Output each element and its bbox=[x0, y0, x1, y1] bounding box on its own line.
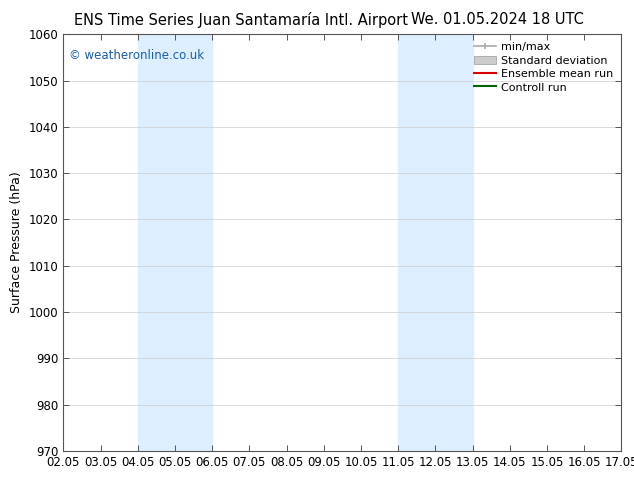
Legend: min/max, Standard deviation, Ensemble mean run, Controll run: min/max, Standard deviation, Ensemble me… bbox=[469, 38, 618, 97]
Text: ENS Time Series Juan Santamaría Intl. Airport: ENS Time Series Juan Santamaría Intl. Ai… bbox=[74, 12, 408, 28]
Text: © weatheronline.co.uk: © weatheronline.co.uk bbox=[69, 49, 204, 62]
Text: We. 01.05.2024 18 UTC: We. 01.05.2024 18 UTC bbox=[411, 12, 584, 27]
Bar bbox=[398, 34, 472, 451]
Bar bbox=[138, 34, 212, 451]
Y-axis label: Surface Pressure (hPa): Surface Pressure (hPa) bbox=[10, 172, 23, 314]
